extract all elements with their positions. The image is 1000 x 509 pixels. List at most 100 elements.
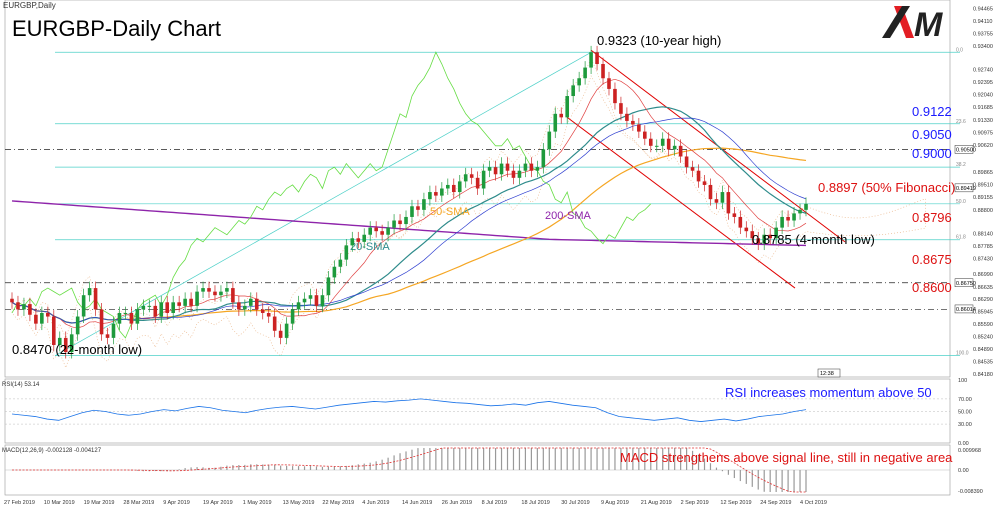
candle-body — [356, 238, 361, 242]
candle-body — [243, 305, 247, 310]
candle-body — [511, 170, 516, 178]
candle-body — [529, 163, 534, 171]
price-axis-label: 0.89510 — [973, 183, 993, 189]
level-annotation: 0.8600 — [912, 280, 952, 295]
candle-body — [595, 52, 599, 65]
candle-body — [553, 113, 558, 132]
sma-200-line — [11, 200, 807, 247]
candle-body — [774, 227, 778, 239]
candle-body — [654, 145, 659, 147]
candle-body — [756, 238, 761, 244]
candle-body — [290, 309, 295, 324]
candle-body — [22, 304, 26, 310]
price-axis-label: 0.93400 — [973, 44, 993, 50]
price-axis-label: 0.86635 — [973, 285, 993, 291]
candle-body — [165, 302, 170, 313]
price-flag-label: 0.89419 — [956, 186, 976, 192]
candle-body — [308, 295, 313, 299]
time-marker-label: 12:38 — [820, 371, 834, 377]
rsi-line — [11, 398, 807, 422]
price-axis-label: 0.94110 — [973, 19, 992, 25]
fibonacci-levels: 0.0 23.6 38.2 50.0 61.8 100.0 — [55, 47, 969, 357]
candle-body — [672, 145, 677, 150]
candle-body — [326, 277, 331, 296]
candle-body — [51, 316, 56, 345]
candle-body — [189, 298, 193, 306]
macd-axis-label: 0.009968 — [958, 448, 981, 454]
fib-trend-line — [54, 51, 592, 356]
candle-body — [660, 138, 665, 146]
rsi-axis-label: 70.00 — [958, 397, 972, 403]
time-axis-label: 27 Feb 2019 — [4, 500, 35, 506]
candle-body — [690, 167, 695, 171]
candle-body — [237, 302, 241, 310]
candle-body — [99, 309, 104, 335]
candle-body — [248, 298, 253, 306]
candle-body — [260, 309, 265, 313]
candle-body — [684, 156, 689, 168]
tenkan-line — [11, 78, 807, 329]
candle-body — [75, 316, 80, 335]
candle-body — [607, 78, 611, 89]
price-axis-label: 0.86290 — [973, 297, 993, 303]
price-flag — [954, 304, 974, 314]
candle-body — [153, 305, 158, 317]
candle-body — [428, 192, 432, 200]
candle-body — [475, 177, 480, 189]
candle-body — [505, 163, 510, 171]
time-axis-label: 2 Sep 2019 — [681, 500, 709, 506]
candle-body — [762, 234, 767, 244]
candle-body — [410, 206, 414, 217]
price-axis-label: 0.94465 — [973, 6, 993, 12]
time-axis-label: 28 Mar 2019 — [123, 500, 154, 506]
level-annotation: 0.9050 — [912, 127, 952, 142]
candle-body — [463, 174, 468, 182]
price-flag-label: 0.86014 — [956, 307, 976, 313]
candle-body — [446, 184, 450, 189]
price-axis-label: 0.87430 — [973, 257, 993, 263]
candle-body — [589, 52, 593, 68]
candle-body — [195, 291, 199, 306]
level-annotation: 0.8785 (4-month low) — [752, 232, 875, 247]
candle-body — [583, 67, 587, 79]
candle-body — [141, 305, 146, 310]
price-flag — [954, 145, 974, 154]
candle-body — [81, 295, 86, 317]
indicator-panes: RSI(14) 53.14 100 70.00 50.00 30.00 0.00 MACD(… — [2, 368, 983, 495]
candle-body — [219, 291, 223, 296]
price-axis-label: 0.92040 — [973, 93, 993, 99]
candle-body — [738, 216, 743, 228]
time-axis-label: 19 Apr 2019 — [203, 500, 233, 506]
candle-body — [457, 181, 462, 193]
sma-label-20-sma: 20-SMA — [350, 241, 390, 253]
time-axis-label: 19 Mar 2019 — [84, 500, 115, 506]
candle-body — [422, 199, 426, 210]
candle-body — [625, 113, 629, 121]
candle-body — [535, 167, 540, 171]
candle-body — [177, 302, 181, 306]
candle-body — [368, 227, 372, 235]
price-axis-label: 0.84890 — [973, 347, 993, 353]
time-marker-box — [817, 368, 841, 378]
time-axis-label: 10 Mar 2019 — [44, 500, 75, 506]
time-axis: 27 Feb 2019 10 Mar 2019 19 Mar 2019 28 Mar … — [4, 500, 827, 506]
candle-body — [28, 304, 32, 315]
candle-body — [493, 167, 498, 175]
macd-axis-label: -0.008390 — [958, 489, 983, 495]
time-axis-label: 8 Jul 2019 — [482, 500, 507, 506]
candle-body — [798, 209, 802, 214]
price-grid — [4, 0, 951, 496]
fib-small-label: 100.0 — [956, 351, 969, 357]
candle-body — [272, 316, 277, 331]
level-annotation: 0.8675 — [912, 252, 952, 267]
candle-body — [129, 312, 134, 324]
kijun-line — [11, 117, 807, 324]
candle-body — [69, 334, 74, 353]
price-axis-label: 0.93755 — [973, 32, 993, 38]
level-annotation: 0.9000 — [912, 146, 952, 161]
candle-body — [619, 103, 623, 114]
candle-body — [523, 163, 528, 171]
chikou-line — [11, 51, 652, 339]
candle-body — [296, 302, 301, 310]
candle-body — [171, 302, 175, 313]
